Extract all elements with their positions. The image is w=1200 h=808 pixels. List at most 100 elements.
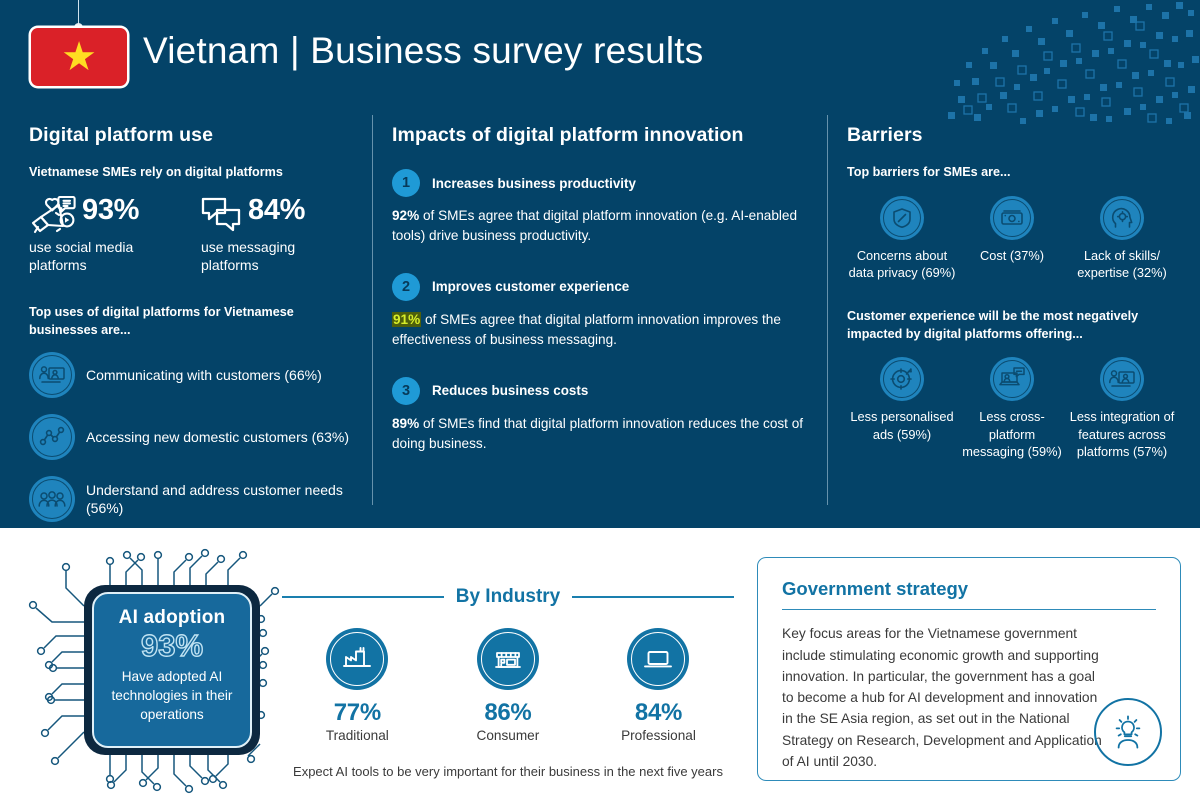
section-digital-platform-use: Digital platform use Vietnamese SMEs rel… — [29, 124, 359, 528]
column-divider-1 — [372, 115, 373, 505]
by-industry-title: By Industry — [455, 586, 561, 607]
barrier-cell: Concerns about data privacy (69%) — [847, 195, 957, 282]
title-rule — [782, 609, 1156, 611]
list-item-label: Communicating with customers (66%) — [86, 366, 322, 383]
targeted-ads-icon — [880, 357, 924, 402]
ai-adoption-chip: AI adoption 93% Have adopted AI technolo… — [22, 536, 290, 802]
lightbulb-idea-person-icon — [1094, 698, 1162, 766]
impact-item-1: 1 Increases business productivity 92% of… — [392, 169, 812, 247]
divider-right — [572, 596, 734, 598]
impact-stat-highlighted: 91% — [392, 311, 422, 327]
subheading-top-barriers: Top barriers for SMEs are... — [847, 165, 1011, 179]
megaphone-social-icon — [31, 195, 76, 233]
storefront-icon — [476, 628, 539, 690]
industry-percent: 84% — [634, 699, 683, 726]
vietnam-flag-badge: ★ — [31, 28, 127, 86]
bottom-light-section: AI adoption 93% Have adopted AI technolo… — [0, 528, 1200, 808]
government-strategy-title: Government strategy — [782, 578, 969, 599]
section-by-industry: By Industry 77% Tra — [282, 586, 734, 779]
impact-title: Increases business productivity — [432, 175, 636, 191]
top-uses-list: Communicating with customers (66%) — [29, 352, 359, 522]
page-header: ★ Vietnam | Business survey results — [0, 0, 1200, 112]
section-impacts: Impacts of digital platform innovation 1… — [392, 124, 812, 454]
industry-label: Consumer — [476, 728, 540, 743]
ai-adoption-title: AI adoption — [118, 607, 226, 628]
impact-item-3: 3 Reduces business costs 89% of SMEs fin… — [392, 376, 812, 455]
industry-label: Professional — [621, 728, 696, 743]
head-skills-icon — [1100, 195, 1144, 240]
flag-pin-icon — [74, 23, 83, 32]
impact-stat: 89% — [392, 415, 420, 431]
subheading-smes-rely: Vietnamese SMEs rely on digital platform… — [29, 165, 283, 179]
impact-stat: 92% — [392, 208, 420, 223]
list-item-label: Understand and address customer needs (5… — [86, 481, 343, 516]
top-barriers-grid: Concerns about data privacy (69%) — [847, 195, 1177, 282]
impact-title: Reduces business costs — [432, 383, 589, 399]
stat-value-messaging: 84% — [248, 193, 306, 226]
industry-label: Traditional — [325, 728, 389, 743]
impact-body: 89% of SMEs find that digital platform i… — [392, 414, 812, 455]
barrier-cell: Lack of skills/ expertise (32%) — [1067, 195, 1177, 282]
ai-adoption-description: Have adopted AI technologies in their op… — [111, 668, 233, 723]
industry-percent: 86% — [484, 699, 532, 726]
platform-use-stats: 93% use social media platforms 84% — [29, 193, 359, 274]
shield-privacy-icon — [880, 195, 924, 240]
chat-bubbles-icon — [201, 197, 241, 232]
section-heading-barriers: Barriers — [847, 124, 923, 146]
impact-number-badge: 1 — [392, 169, 420, 197]
cross-platform-messaging-icon — [990, 357, 1034, 402]
industry-cell: 84% Professional — [583, 628, 734, 743]
stat-social-media: 93% use social media platforms — [29, 193, 179, 274]
section-government-strategy: Government strategy Key focus areas for … — [757, 557, 1181, 781]
vietnam-flag-star-icon: ★ — [61, 35, 97, 79]
industry-cell: 86% Consumer — [433, 628, 584, 743]
barrier-caption: Concerns about data privacy (69%) — [848, 247, 956, 281]
barrier-caption: Less integration of features across plat… — [1069, 409, 1175, 460]
impact-body-text: of SMEs find that digital platform innov… — [392, 415, 804, 451]
by-industry-header: By Industry — [282, 586, 734, 608]
page-title: Vietnam | Business survey results — [143, 30, 704, 71]
decorative-dot-pattern-icon — [948, 2, 1199, 124]
barrier-caption: Lack of skills/ expertise (32%) — [1077, 247, 1167, 281]
column-divider-2 — [827, 115, 828, 505]
barrier-caption: Less cross-platform messaging (59%) — [962, 409, 1062, 460]
subheading-customer-experience: Customer experience will be the most neg… — [847, 308, 1139, 341]
subheading-top-uses: Top uses of digital platforms for Vietna… — [29, 305, 294, 338]
ai-adoption-percent: 93% — [140, 628, 204, 663]
stat-value-social-media: 93% — [82, 193, 140, 226]
list-item-label: Accessing new domestic customers (63%) — [86, 428, 349, 445]
video-call-customer-icon — [29, 352, 75, 398]
section-heading-platform-use: Digital platform use — [29, 124, 214, 146]
barrier-cell: Less cross-platform messaging (59%) — [957, 357, 1067, 460]
growth-network-icon — [29, 414, 75, 460]
top-dark-section: ★ Vietnam | Business survey results Digi… — [0, 0, 1200, 528]
barrier-cell: Less integration of features across plat… — [1067, 357, 1177, 460]
impact-body-text: of SMEs agree that digital platform inno… — [392, 208, 798, 244]
stat-label-messaging: use messaging platforms — [201, 238, 296, 274]
feature-integration-icon — [1100, 357, 1144, 402]
impact-title: Improves customer experience — [432, 279, 630, 295]
banknote-cost-icon — [990, 195, 1034, 240]
list-item: Understand and address customer needs (5… — [29, 476, 359, 522]
government-strategy-body: Key focus areas for the Vietnamese gover… — [782, 626, 1102, 769]
industry-percent: 77% — [333, 699, 381, 726]
section-barriers: Barriers Top barriers for SMEs are... Co… — [847, 124, 1177, 461]
section-heading-impacts: Impacts of digital platform innovation — [392, 124, 744, 146]
impact-number-badge: 3 — [392, 376, 420, 405]
flag-hanging-wire — [78, 0, 79, 26]
barrier-caption: Cost (37%) — [979, 247, 1044, 263]
barrier-caption: Less personalised ads (59%) — [850, 409, 954, 442]
factory-icon — [326, 628, 389, 690]
impact-body: 91% of SMEs agree that digital platform … — [392, 310, 812, 351]
barrier-cell: Less personalised ads (59%) — [847, 357, 957, 460]
chip-inner-panel: AI adoption 93% Have adopted AI technolo… — [92, 592, 252, 748]
impact-body-text: of SMEs agree that digital platform inno… — [392, 311, 781, 348]
impact-item-2: 2 Improves customer experience 91% of SM… — [392, 272, 812, 351]
stat-messaging: 84% use messaging platforms — [201, 193, 351, 274]
laptop-icon — [627, 628, 690, 690]
by-industry-footnote: Expect AI tools to be very important for… — [293, 764, 723, 779]
impact-body: 92% of SMEs agree that digital platform … — [392, 206, 812, 247]
barrier-cell: Cost (37%) — [957, 195, 1067, 282]
impact-number-badge: 2 — [392, 272, 420, 301]
